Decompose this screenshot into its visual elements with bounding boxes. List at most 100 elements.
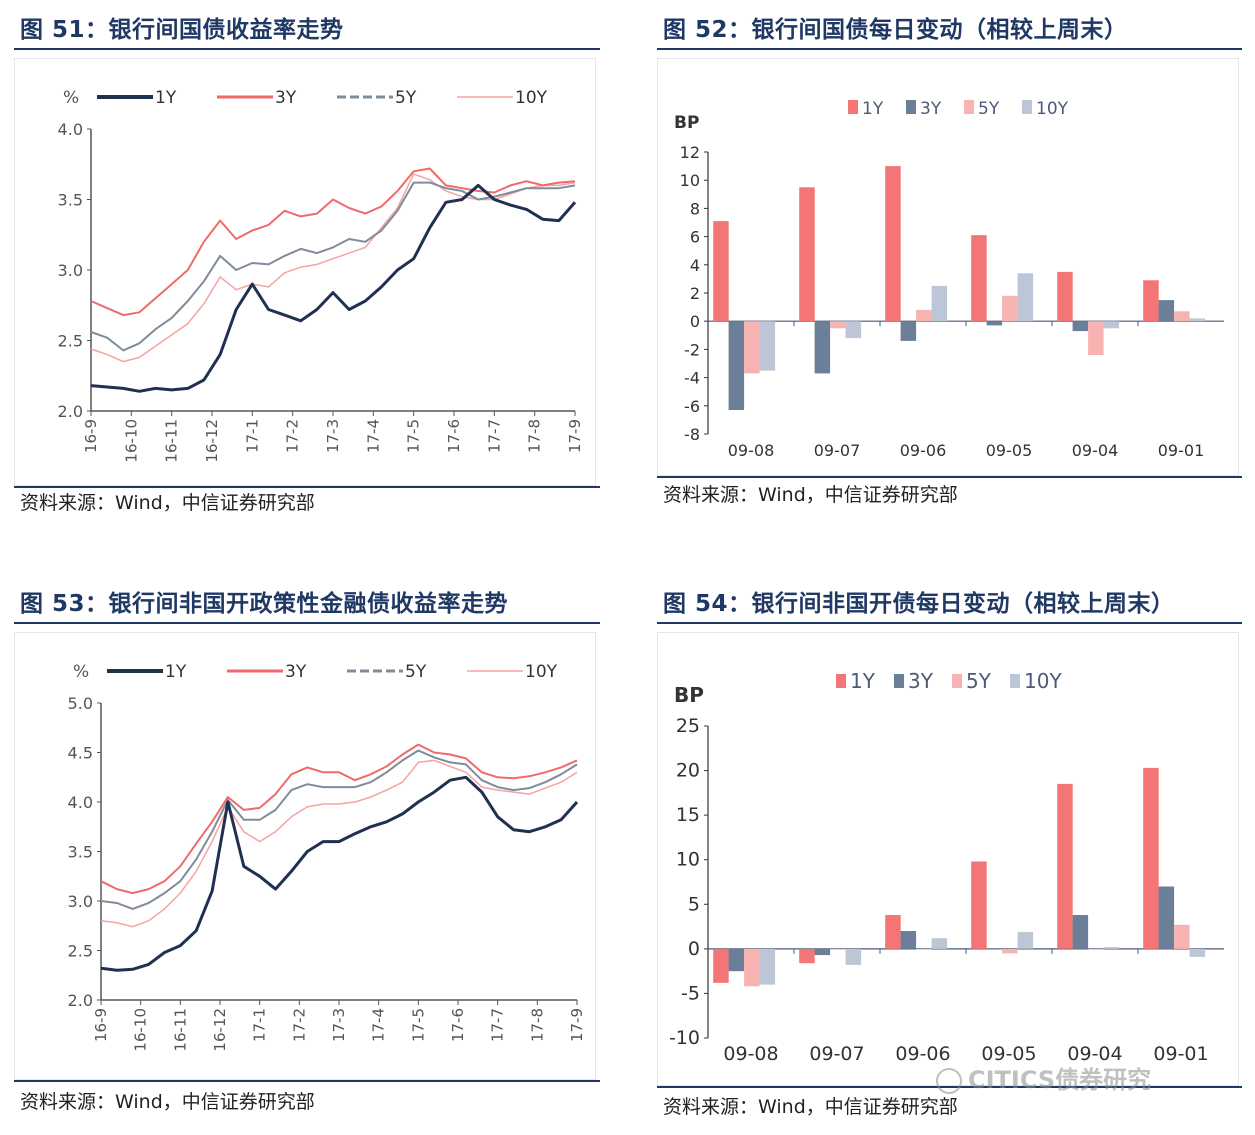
source-rule <box>14 486 600 488</box>
x-tick-label: 09-04 <box>1072 441 1119 460</box>
x-tick-label: 17-8 <box>528 1008 546 1042</box>
y-tick-label: 10 <box>680 171 700 190</box>
legend-label-1Y: 1Y <box>850 669 876 693</box>
legend-swatch-5Y <box>964 100 974 114</box>
bar-3Y-09-05 <box>986 321 1003 326</box>
bar-5Y-09-05 <box>1002 295 1018 322</box>
x-tick-label: 09-08 <box>728 441 775 460</box>
y-tick-label: 5.0 <box>68 694 93 713</box>
x-tick-label: 17-7 <box>489 1008 507 1042</box>
bar-chart-52: BP 12 10 8 6 4 2 0 -2 -4 -6 -8 09-08 09-07 09-06 09-05 0… <box>674 99 1224 460</box>
bar-10Y-09-08 <box>759 321 776 371</box>
line-chart-53: % 5.0 4.5 4.0 3.5 3.0 2.5 2.016-9 16-10 16-11 16-1… <box>68 662 586 1052</box>
bar-3Y-09-06 <box>900 321 917 341</box>
x-tick-label: 09-08 <box>723 1043 778 1065</box>
bar-5Y-09-04 <box>1088 321 1104 355</box>
y-tick-label: 3.5 <box>68 843 93 862</box>
legend-label-5Y: 5Y <box>395 88 417 108</box>
y-tick-label: 20 <box>676 760 700 782</box>
bar-10Y-09-08 <box>759 948 776 985</box>
watermark: CITICS债券研究 <box>936 1060 1151 1095</box>
bar-1Y-09-06 <box>885 915 901 949</box>
bar-1Y-09-08 <box>713 221 729 322</box>
x-tick-label: 17-7 <box>485 419 503 453</box>
bar-3Y-09-08 <box>728 948 745 972</box>
bar-5Y-09-08 <box>744 321 760 374</box>
x-tick-label: 17-8 <box>526 419 544 453</box>
wechat-icon <box>936 1068 962 1094</box>
figure-title: 图 53：银行间非国开政策性金融债收益率走势 <box>20 591 509 617</box>
x-tick-label: 17-2 <box>284 419 302 453</box>
series-line-5Y <box>100 749 578 910</box>
bar-5Y-09-01 <box>1174 311 1190 322</box>
y-tick-label: -10 <box>669 1027 700 1049</box>
title-rule <box>657 622 1242 624</box>
series-line-3Y <box>100 743 578 895</box>
bar-10Y-09-01 <box>1189 318 1206 322</box>
x-tick-label: 17-4 <box>370 1008 388 1042</box>
bar-1Y-09-07 <box>799 187 815 322</box>
y-tick-label: 2 <box>690 284 700 303</box>
legend-label-3Y: 3Y <box>908 669 934 693</box>
legend-swatch-3Y <box>894 674 904 688</box>
series-line-1Y <box>100 775 579 972</box>
y-tick-label: -6 <box>684 397 700 416</box>
bar-10Y-09-06 <box>931 938 948 949</box>
bar-10Y-09-05 <box>1017 273 1034 322</box>
bar-1Y-09-04 <box>1057 783 1073 949</box>
bar-10Y-09-07 <box>845 321 862 339</box>
legend-label-3Y: 3Y <box>285 662 307 682</box>
series-line-1Y <box>90 183 577 393</box>
x-tick-label: 17-2 <box>290 1008 308 1042</box>
x-tick-label: 16-11 <box>171 1008 189 1052</box>
series-line-10Y <box>100 759 578 928</box>
y-tick-label: 4.5 <box>68 744 93 763</box>
legend-label-5Y: 5Y <box>978 99 1000 119</box>
x-tick-label: 09-07 <box>814 441 861 460</box>
x-tick-label: 09-05 <box>986 441 1033 460</box>
legend-label-5Y: 5Y <box>405 662 427 682</box>
x-tick-label: 17-9 <box>568 1008 586 1042</box>
bar-3Y-09-04 <box>1072 915 1089 949</box>
y-tick-label: -8 <box>684 425 700 444</box>
title-rule <box>657 48 1242 50</box>
y-tick-label: 5 <box>688 893 700 915</box>
legend-label-5Y: 5Y <box>966 669 992 693</box>
title-rule <box>14 622 600 624</box>
x-tick-label: 16-9 <box>92 1008 110 1042</box>
bar-3Y-09-04 <box>1072 321 1089 332</box>
x-tick-label: 17-1 <box>251 1008 269 1042</box>
chart-area: % 4.0 3.5 3.0 2.5 2.0 16-9 16-10 16-11 16-12 17-1 1… <box>14 58 596 486</box>
bar-3Y-09-08 <box>728 321 745 410</box>
legend-swatch-1Y <box>836 674 846 688</box>
bar-5Y-09-06 <box>916 309 932 322</box>
x-tick-label: 16-10 <box>122 419 140 463</box>
y-tick-label: 6 <box>690 228 700 247</box>
chart-area: BP 25 20 15 10 5 0 -5 -10 09-08 09-07 09-06 09-05 09-… <box>657 632 1239 1086</box>
legend-label-3Y: 3Y <box>920 99 942 119</box>
figure-52: 图 52：银行间国债每日变动（相较上周末） BP 12 10 8 6 4 2 0 -2 -4 -6 -… <box>657 10 1242 520</box>
legend-label-10Y: 10Y <box>1024 669 1062 693</box>
legend-swatch-5Y <box>952 674 962 688</box>
x-tick-label: 09-06 <box>895 1043 950 1065</box>
x-tick-label: 17-5 <box>409 1008 427 1042</box>
bar-chart-54: BP 25 20 15 10 5 0 -5 -10 09-08 09-07 09-06 09-05 09-… <box>669 669 1224 1065</box>
source-note: 资料来源：Wind，中信证券研究部 <box>663 1096 958 1118</box>
x-tick-label: 17-6 <box>445 419 463 453</box>
x-tick-label: 09-07 <box>809 1043 864 1065</box>
bar-10Y-09-06 <box>931 285 948 322</box>
figure-title: 图 54：银行间非国开债每日变动（相较上周末） <box>663 591 1175 617</box>
bar-10Y-09-05 <box>1017 931 1034 949</box>
bar-5Y-09-05 <box>1002 948 1018 954</box>
bar-3Y-09-07 <box>814 321 831 374</box>
x-tick-label: 16-12 <box>203 419 221 463</box>
bar-1Y-09-01 <box>1143 767 1159 949</box>
figure-title: 图 52：银行间国债每日变动（相较上周末） <box>663 17 1128 43</box>
bar-1Y-09-04 <box>1057 271 1073 322</box>
y-tick-label: 3.0 <box>68 892 93 911</box>
legend-label-10Y: 10Y <box>525 662 558 682</box>
y-tick-label: 2.0 <box>58 402 83 421</box>
y-axis-unit: BP <box>674 683 704 707</box>
x-tick-label: 09-01 <box>1153 1043 1208 1065</box>
x-tick-label: 17-3 <box>330 1008 348 1042</box>
